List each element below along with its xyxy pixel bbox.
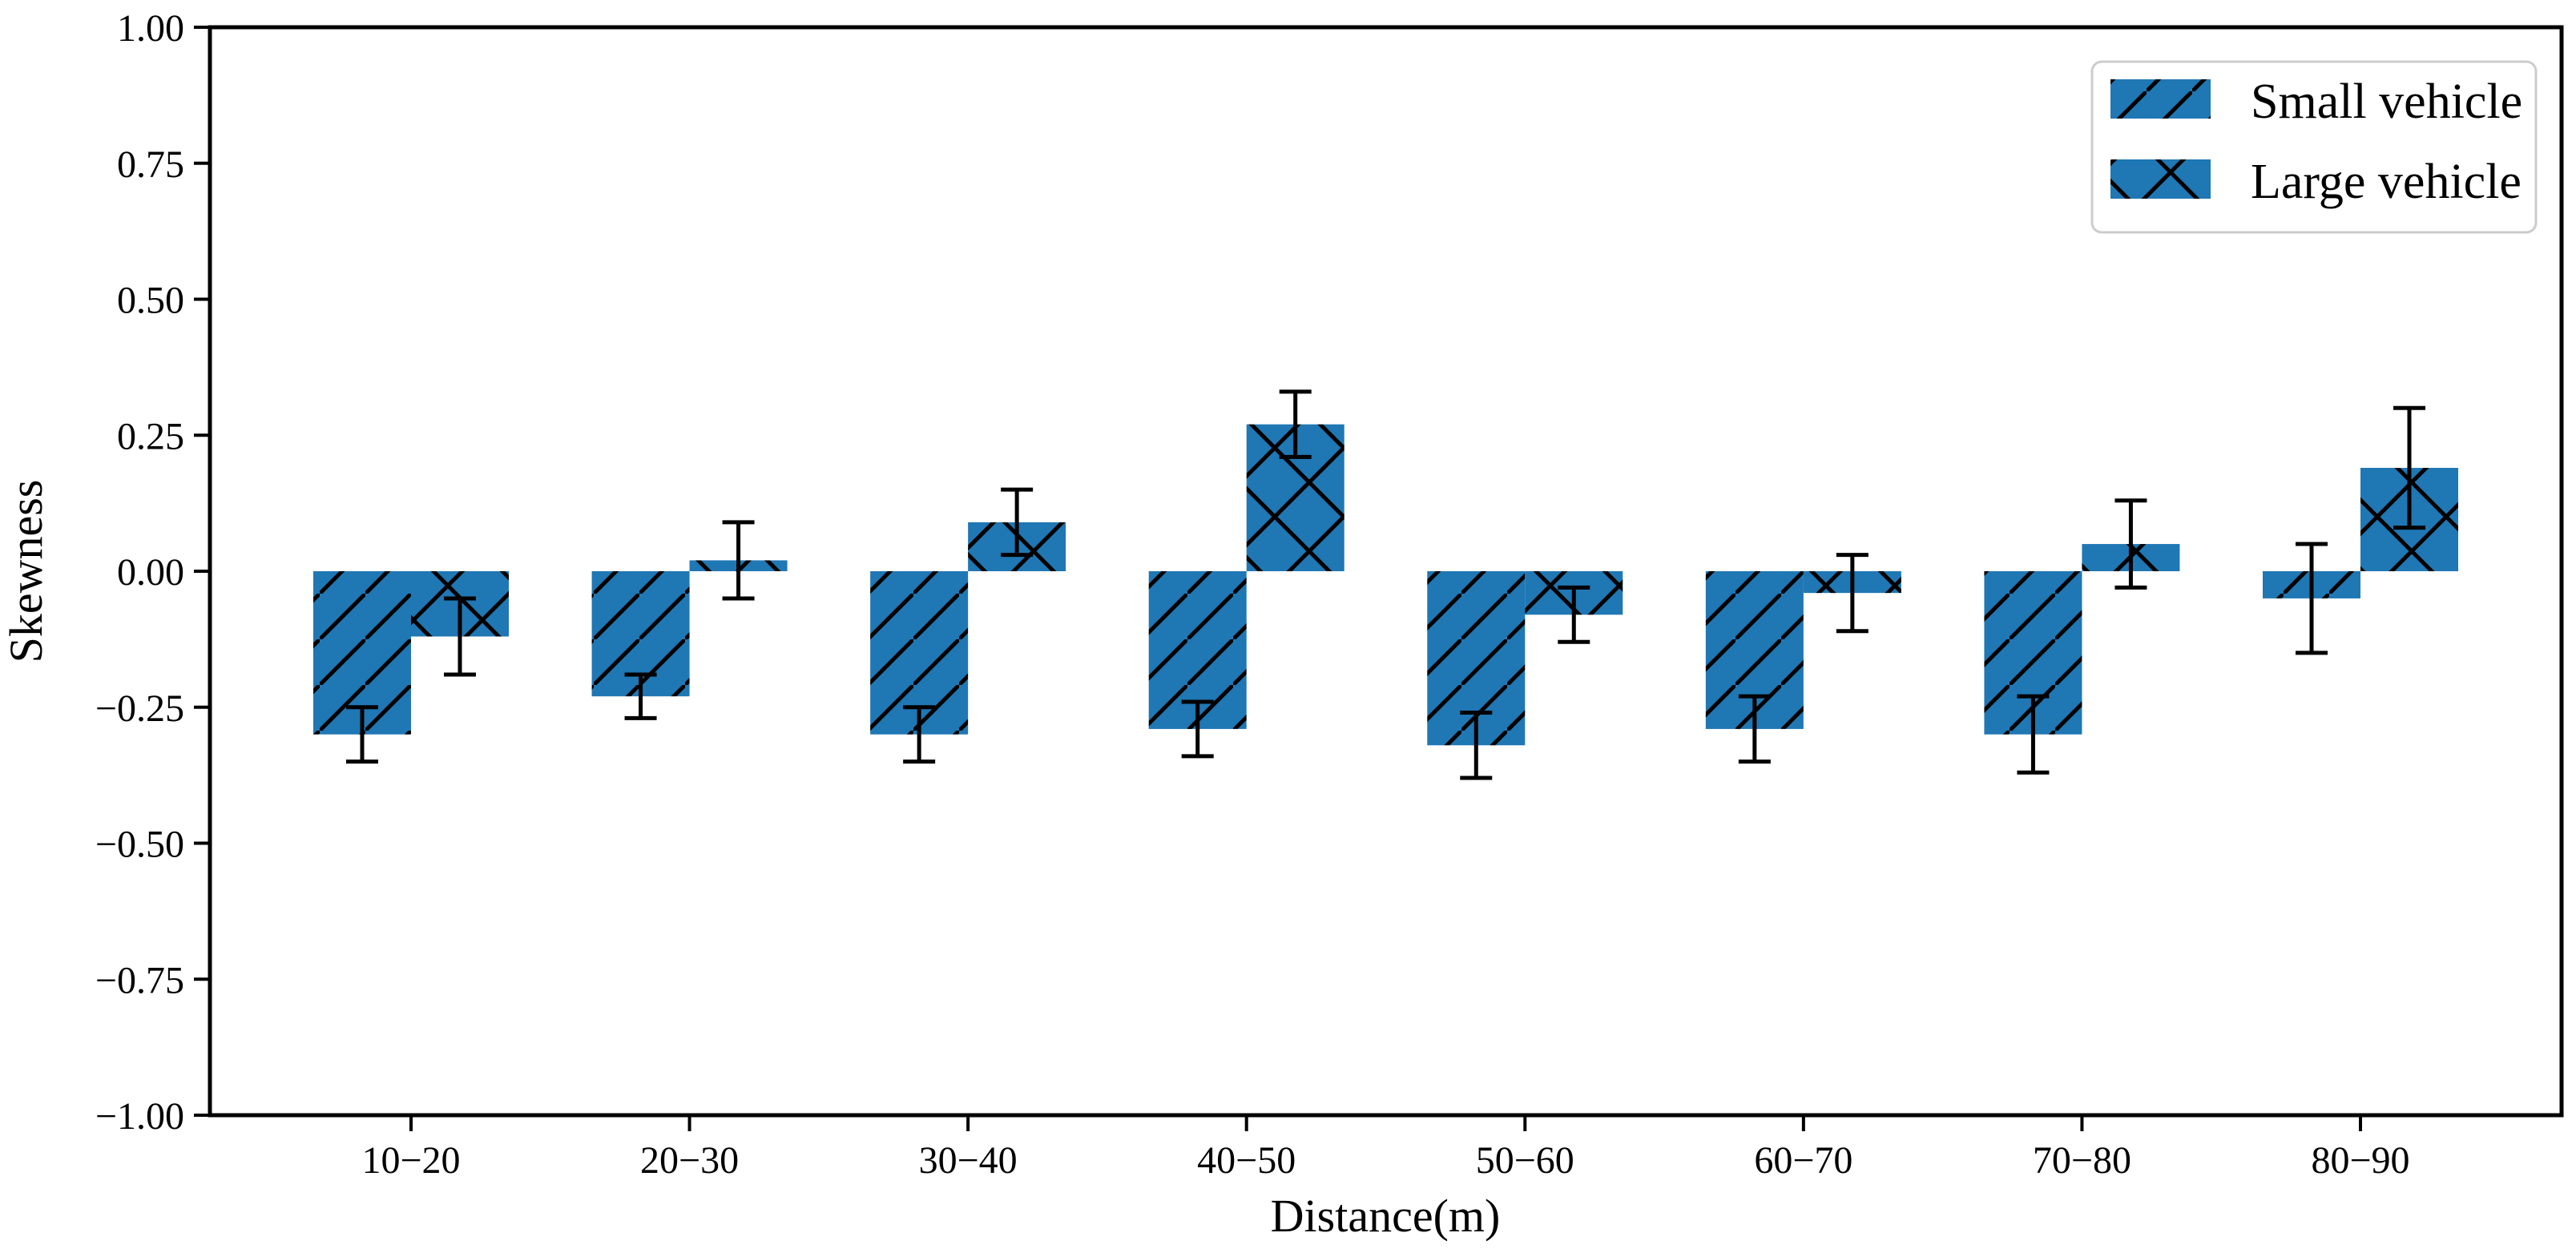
legend-label-large-vehicle: Large vehicle [2251, 155, 2522, 209]
legend-label-small-vehicle: Small vehicle [2251, 75, 2522, 129]
error-bar-large-vehicle-70-80 [2114, 498, 2147, 590]
plot-content: 1.00 0.75 0.50 0.25 0.00 −0.25 −0.50 −0.75 −1.00… [95, 7, 2458, 1182]
error-bar-small-vehicle-70-80 [2017, 694, 2050, 775]
y-tick-label-4: 0.00 [117, 551, 184, 594]
y-tick-label-6: −0.50 [95, 824, 184, 866]
error-bar-large-vehicle-30-40 [1001, 487, 1034, 558]
plot-frame [208, 25, 2564, 1118]
x-tick-label-70-80: 70−80 [2033, 1139, 2131, 1182]
y-axis-title: Skewness [0, 480, 52, 663]
y-tick-label-3: 0.25 [117, 415, 184, 457]
error-bar-small-vehicle-60-70 [1738, 694, 1771, 764]
y-tick-label-1: 0.75 [117, 143, 184, 186]
y-tick-label-7: −0.75 [95, 959, 184, 1001]
x-tick-label-30-40: 30−40 [919, 1139, 1018, 1182]
legend-swatch-large-vehicle [2110, 159, 2211, 199]
error-bar-small-vehicle-30-40 [903, 705, 936, 764]
error-bar-large-vehicle-20-30 [722, 520, 755, 601]
y-tick-label-8: −1.00 [95, 1095, 184, 1138]
x-tick-label-60-70: 60−70 [1754, 1139, 1852, 1182]
x-tick-label-80-90: 80−90 [2311, 1139, 2409, 1182]
legend: Small vehicle Large vehicle [2090, 60, 2538, 234]
y-tick-label-2: 0.50 [117, 280, 184, 322]
y-tick-label-5: −0.25 [95, 687, 184, 730]
error-bar-small-vehicle-20-30 [624, 672, 657, 720]
x-tick-label-10-20: 10−20 [361, 1139, 460, 1182]
x-tick-label-40-50: 40−50 [1197, 1139, 1296, 1182]
error-bar-large-vehicle-40-50 [1279, 389, 1312, 459]
x-tick-label-50-60: 50−60 [1476, 1139, 1574, 1182]
error-bar-large-vehicle-60-70 [1836, 553, 1869, 634]
error-bar-large-vehicle-10-20 [444, 596, 476, 677]
x-tick-label-20-30: 20−30 [640, 1139, 739, 1182]
x-axis-title: Distance(m) [1271, 1190, 1501, 1242]
error-bar-small-vehicle-80-90 [2296, 542, 2328, 655]
error-bar-large-vehicle-50-60 [1558, 585, 1590, 644]
error-bar-large-vehicle-80-90 [2393, 405, 2425, 530]
y-tick-label-0: 1.00 [117, 7, 184, 50]
legend-swatch-small-vehicle [2110, 79, 2211, 119]
error-bar-small-vehicle-10-20 [346, 705, 378, 764]
error-bar-small-vehicle-50-60 [1460, 711, 1493, 780]
error-bar-small-vehicle-40-50 [1181, 699, 1214, 759]
